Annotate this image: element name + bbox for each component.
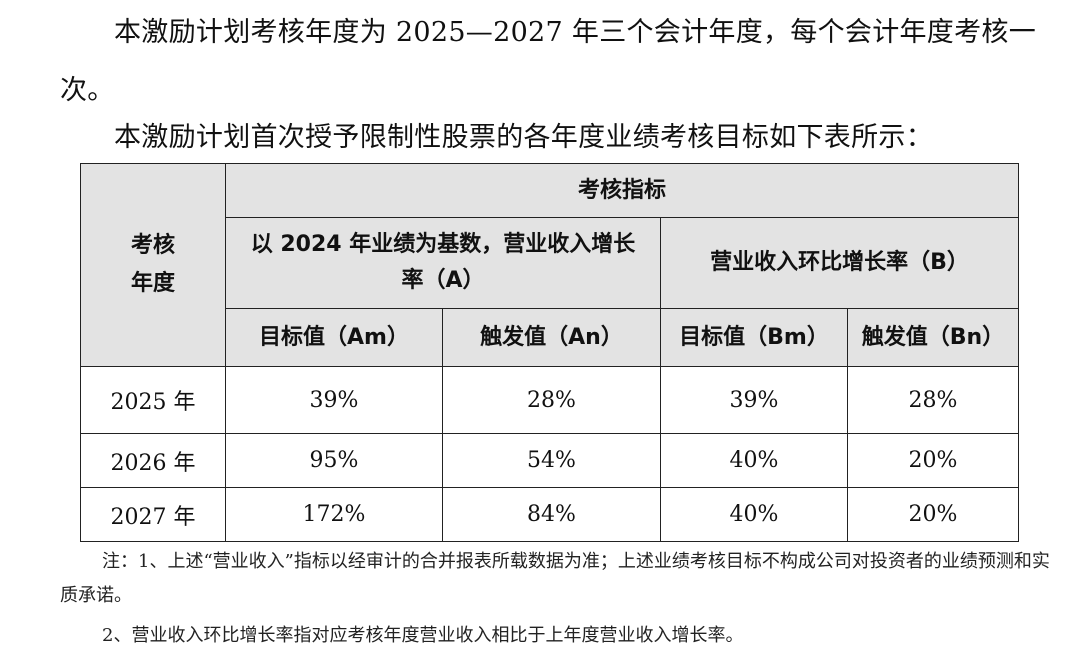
table-row: 2026 年 95% 54% 40% 20%	[80, 433, 1020, 488]
cell-am: 95%	[225, 433, 443, 488]
cell-am: 39%	[225, 366, 443, 434]
cell-bm: 39%	[660, 366, 848, 434]
table-row: 2025 年 39% 28% 39% 28%	[80, 366, 1020, 434]
cell-am: 172%	[225, 487, 443, 542]
header-col-bn: 触发值（Bn）	[846, 308, 1020, 367]
cell-bm: 40%	[660, 433, 848, 488]
header-group-b: 营业收入环比增长率（B）	[659, 217, 1020, 309]
header-assessment-indicator: 考核指标	[224, 163, 1020, 218]
cell-year: 2026 年	[80, 433, 226, 488]
header-row-1: 考核年度 考核指标	[80, 163, 1020, 367]
cell-an: 54%	[442, 433, 661, 488]
cell-bn: 20%	[846, 433, 1020, 488]
table-row: 2027 年 172% 84% 40% 20%	[80, 487, 1020, 542]
header-row-2: 以 2024 年业绩为基数，营业收入增长率（A） 营业收入环比增长率（B）	[81, 217, 1020, 309]
cell-bn: 20%	[846, 487, 1020, 542]
cell-bn: 28%	[846, 366, 1020, 434]
header-row-3: 目标值（Am） 触发值（An） 目标值（Bm） 触发值（Bn）	[81, 308, 1020, 367]
assessment-period-paragraph: 本激励计划考核年度为 2025—2027 年三个会计年度，每个会计年度考核一次。	[60, 17, 1036, 106]
note-2: 2、营业收入环比增长率指对应考核年度营业收入相比于上年度营业收入增长率。	[102, 625, 744, 646]
header-assessment-year-label: 考核年度	[130, 233, 175, 296]
cell-an: 84%	[442, 487, 661, 542]
header-col-am: 目标值（Am）	[225, 308, 443, 367]
header-col-an: 触发值（An）	[442, 308, 661, 367]
table-notes: 注：1、上述“营业收入”指标以经审计的合并报表所载数据为准；上述业绩考核目标不构…	[60, 545, 1060, 653]
note-1: 注：1、上述“营业收入”指标以经审计的合并报表所载数据为准；上述业绩考核目标不构…	[60, 551, 1050, 606]
performance-target-table: 考核年度 考核指标 以 2024 年业绩为基数，营业收入增长率（A） 营业收入环…	[80, 163, 1020, 542]
cell-year: 2027 年	[80, 487, 226, 542]
cell-an: 28%	[442, 366, 661, 434]
header-col-bm: 目标值（Bm）	[660, 308, 848, 367]
cell-bm: 40%	[660, 487, 848, 542]
header-group-a: 以 2024 年业绩为基数，营业收入增长率（A）	[225, 217, 661, 309]
header-assessment-year: 考核年度	[80, 163, 226, 367]
table-intro-paragraph: 本激励计划首次授予限制性股票的各年度业绩考核目标如下表所示：	[114, 122, 933, 153]
cell-year: 2025 年	[80, 366, 226, 434]
